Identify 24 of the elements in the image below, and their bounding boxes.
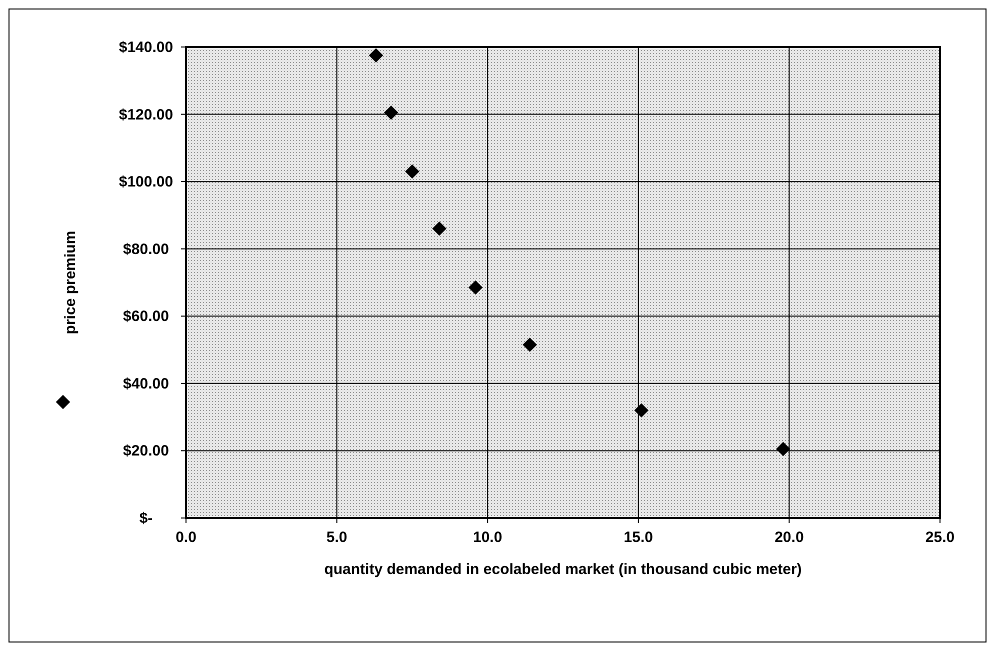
x-tick-label: 25.0: [925, 529, 955, 546]
y-tick-label: $120.00: [118, 106, 174, 124]
x-tick-label: 20.0: [774, 529, 804, 546]
y-tick-label: $20.00: [123, 442, 169, 460]
point: [776, 442, 790, 456]
x-axis-title: quantity demanded in ecolabeled market (in thousand cubic meter): [324, 561, 802, 578]
x-tick-label: 15.0: [624, 529, 653, 546]
x-tick-label: 10.0: [473, 529, 502, 546]
x-tick-label: 5.0: [326, 529, 348, 546]
point: [468, 280, 483, 295]
y-tick-label: $40.00: [123, 375, 169, 392]
point: [405, 164, 420, 179]
y-tick-label: $100.00: [118, 174, 174, 191]
point: [432, 222, 446, 236]
point: [522, 338, 537, 352]
y-tick-label: $80.00: [123, 240, 169, 258]
y-tick-label: $140.00: [118, 39, 174, 56]
point: [634, 403, 649, 418]
point: [368, 48, 384, 63]
y-axis-title: price premium: [62, 230, 79, 334]
point: [384, 105, 398, 120]
x-tick-label: 0.0: [176, 529, 196, 546]
y-tick-label: $60.00: [123, 308, 169, 326]
y-tick-label: $-: [139, 510, 153, 527]
